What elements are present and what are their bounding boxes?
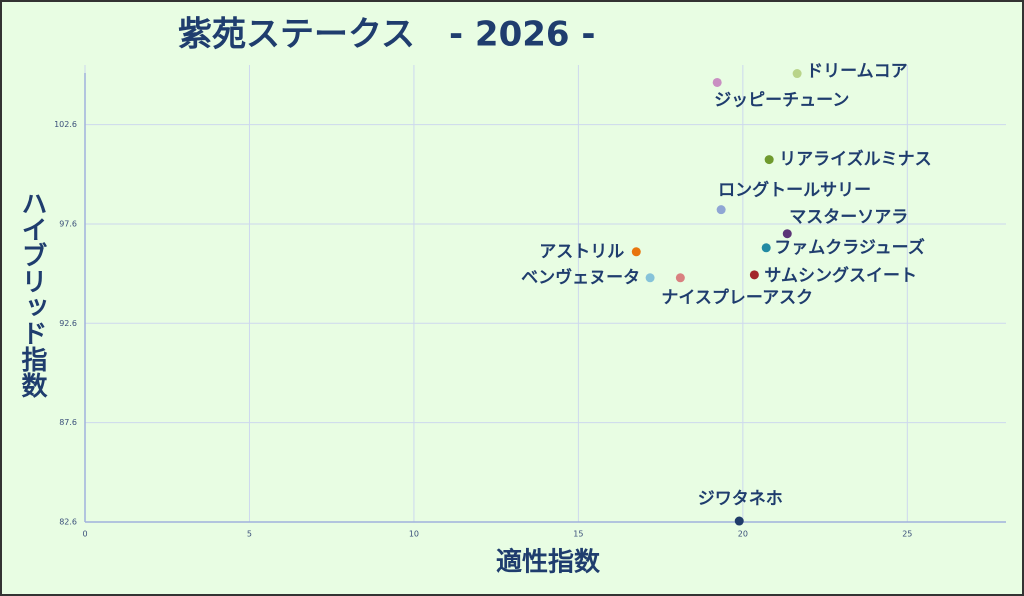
point-label: ファムクラジューズ — [774, 237, 925, 258]
x-axis-title: 適性指数 — [496, 547, 601, 578]
x-tick-label: 5 — [247, 530, 252, 539]
data-point — [645, 273, 655, 283]
data-point — [761, 243, 771, 253]
x-tick-label: 0 — [82, 530, 87, 539]
point-label: ジワタネホ — [698, 489, 783, 509]
point-label: サムシングスイート — [764, 265, 917, 286]
data-point — [782, 229, 792, 239]
y-tick-label: 87.6 — [59, 418, 77, 427]
point-label: ベンヴェヌータ — [521, 267, 640, 288]
point-label: マスターソアラ — [789, 208, 908, 228]
data-point — [631, 247, 641, 257]
point-label: ドリームコア — [806, 62, 908, 82]
chart-title: 紫苑ステークス - 2026 - — [178, 15, 596, 55]
data-point — [675, 273, 685, 283]
x-tick-label: 15 — [573, 530, 583, 539]
data-point — [712, 77, 722, 87]
x-tick-label: 10 — [409, 530, 419, 539]
y-axis-title: ハイブリッド指数 — [17, 190, 47, 399]
y-tick-label: 97.6 — [59, 219, 77, 228]
data-point — [764, 155, 774, 165]
y-tick-label: 92.6 — [59, 319, 77, 328]
point-label: ナイスプレーアスク — [661, 287, 813, 308]
point-label: ジッピーチューン — [714, 90, 849, 110]
data-point — [792, 69, 802, 79]
data-point — [734, 516, 744, 526]
point-label: ロングトールサリー — [718, 180, 871, 201]
data-point — [749, 270, 759, 280]
point-label: リアライズルミナス — [779, 149, 932, 170]
point-label: アストリル — [539, 242, 624, 262]
x-tick-label: 20 — [738, 530, 748, 539]
data-point — [716, 205, 726, 215]
y-tick-label: 102.6 — [54, 120, 77, 129]
y-tick-label: 82.6 — [59, 518, 77, 527]
x-tick-label: 25 — [902, 530, 912, 539]
